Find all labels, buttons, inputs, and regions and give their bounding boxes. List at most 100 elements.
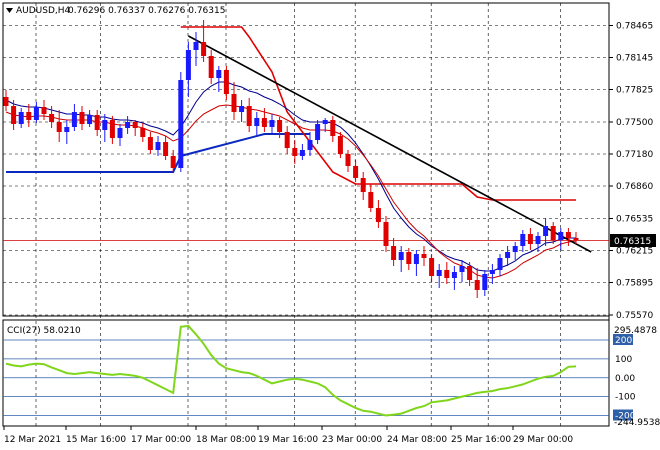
candle-body	[231, 94, 237, 112]
candle[interactable]	[520, 230, 526, 252]
candle[interactable]	[398, 246, 404, 272]
candle[interactable]	[201, 20, 207, 62]
candle[interactable]	[353, 160, 359, 182]
candle[interactable]	[26, 104, 32, 127]
candle[interactable]	[170, 150, 176, 172]
x-tick-label: 23 Mar 00:00	[322, 435, 382, 445]
candle[interactable]	[216, 66, 222, 92]
moving-average-red	[5, 104, 577, 279]
candle[interactable]	[231, 82, 237, 120]
candle[interactable]	[391, 238, 397, 266]
candle[interactable]	[140, 123, 146, 142]
candle[interactable]	[565, 228, 571, 246]
candle[interactable]	[429, 254, 435, 282]
candle-body	[11, 106, 17, 124]
candle-body	[147, 137, 153, 150]
y-tick-label: 0.76860	[616, 182, 653, 192]
candle[interactable]	[299, 144, 305, 160]
candle[interactable]	[512, 242, 518, 260]
candle[interactable]	[406, 248, 412, 270]
candle[interactable]	[330, 116, 336, 142]
candle[interactable]	[497, 254, 503, 276]
candle[interactable]	[444, 262, 450, 284]
candle-body	[246, 106, 252, 126]
candle[interactable]	[79, 106, 85, 130]
candle[interactable]	[261, 108, 267, 132]
svg-text:0.76315: 0.76315	[614, 237, 651, 247]
candle-body	[406, 252, 412, 264]
candle[interactable]	[193, 32, 199, 66]
candle[interactable]	[474, 268, 480, 298]
y-tick-label: 0.76215	[616, 247, 653, 257]
candle[interactable]	[535, 232, 541, 252]
y-tick-label: 0.77180	[616, 150, 653, 160]
candle[interactable]	[87, 110, 93, 127]
candle[interactable]	[178, 72, 184, 172]
candle[interactable]	[64, 120, 70, 144]
candle[interactable]	[269, 114, 275, 134]
candle[interactable]	[467, 262, 473, 286]
candle[interactable]	[558, 228, 564, 250]
candle[interactable]	[315, 120, 321, 144]
candle[interactable]	[185, 42, 191, 97]
candle[interactable]	[11, 100, 17, 130]
candle[interactable]	[307, 132, 313, 156]
candle[interactable]	[239, 100, 245, 122]
candle[interactable]	[550, 222, 556, 244]
candle-body	[421, 254, 427, 258]
candle[interactable]	[573, 232, 579, 244]
dropdown-triangle-icon[interactable]	[6, 8, 13, 13]
candle[interactable]	[489, 264, 495, 284]
y-tick-label: 0.75895	[616, 279, 653, 289]
candle[interactable]	[3, 90, 9, 111]
candle[interactable]	[132, 120, 138, 136]
candle[interactable]	[155, 136, 161, 156]
candle[interactable]	[505, 246, 511, 266]
candle[interactable]	[360, 172, 366, 200]
candle[interactable]	[208, 50, 214, 84]
candle[interactable]	[163, 136, 169, 160]
candle[interactable]	[284, 126, 290, 154]
candle-body	[383, 222, 389, 246]
candle[interactable]	[18, 108, 24, 128]
candle-body	[269, 120, 275, 127]
candle[interactable]	[41, 100, 47, 120]
candle[interactable]	[117, 124, 123, 146]
candle[interactable]	[322, 118, 328, 132]
candle[interactable]	[254, 112, 260, 136]
candle[interactable]	[345, 150, 351, 172]
candle[interactable]	[102, 114, 108, 142]
candle[interactable]	[482, 270, 488, 296]
candle-body	[489, 270, 495, 274]
candle[interactable]	[368, 184, 374, 212]
candles[interactable]	[3, 20, 579, 298]
candle[interactable]	[337, 132, 343, 158]
candle[interactable]	[71, 104, 77, 131]
candle-body	[41, 107, 47, 114]
candle[interactable]	[109, 116, 115, 144]
candle[interactable]	[49, 106, 55, 128]
symbol-label: AUDUSD,H4	[16, 6, 71, 16]
candle[interactable]	[375, 200, 381, 228]
candle[interactable]	[459, 260, 465, 282]
candle[interactable]	[421, 246, 427, 266]
candle[interactable]	[292, 140, 298, 164]
candle[interactable]	[56, 110, 62, 142]
candle[interactable]	[94, 110, 100, 136]
candle[interactable]	[527, 228, 533, 250]
candle-body	[193, 42, 199, 50]
candle[interactable]	[246, 98, 252, 132]
candle[interactable]	[543, 218, 549, 246]
candle[interactable]	[277, 117, 283, 138]
candle[interactable]	[147, 132, 153, 154]
candle[interactable]	[125, 116, 131, 134]
candle[interactable]	[413, 250, 419, 276]
candle-body	[185, 50, 191, 80]
candle[interactable]	[33, 102, 39, 123]
candle[interactable]	[383, 216, 389, 252]
candle[interactable]	[451, 266, 457, 290]
cci-max-label: 295.4878	[614, 326, 657, 336]
candle[interactable]	[223, 66, 229, 100]
candle[interactable]	[436, 264, 442, 288]
